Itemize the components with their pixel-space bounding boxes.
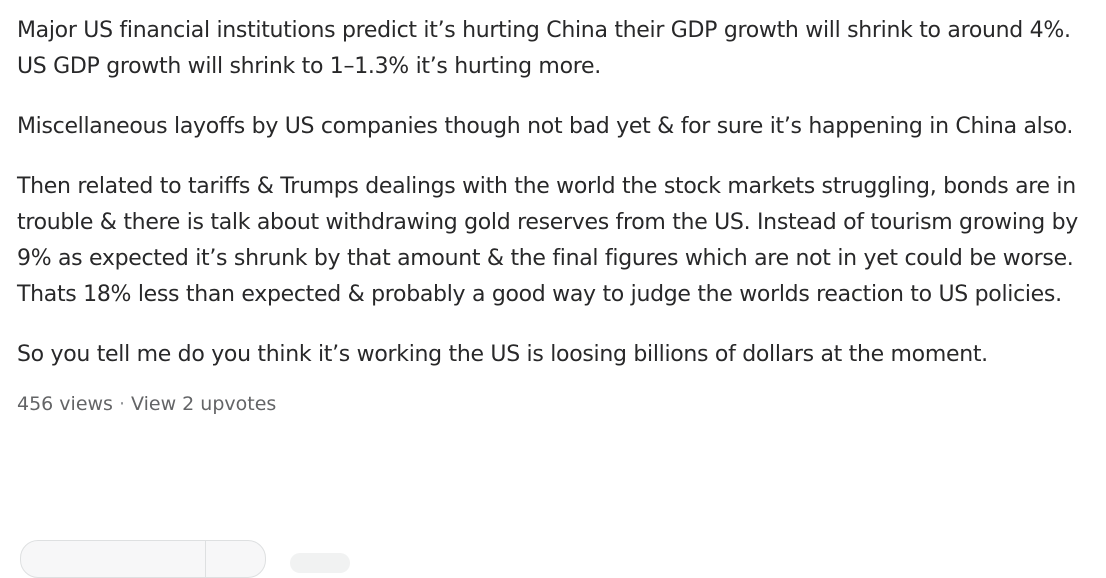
- answer-paragraph: Major US financial institutions predict …: [17, 18, 1071, 79]
- views-count: 456 views: [17, 393, 113, 415]
- view-upvotes-link[interactable]: View 2 upvotes: [131, 393, 277, 415]
- comment-button[interactable]: [290, 553, 350, 573]
- answer-paragraph: So you tell me do you think it’s working…: [17, 342, 988, 367]
- answer-meta: 456 views · View 2 upvotes: [17, 391, 1093, 417]
- meta-separator: ·: [118, 393, 126, 415]
- answer-paragraph: Miscellaneous layoffs by US companies th…: [17, 114, 1074, 139]
- answer-paragraph: Then related to tariffs & Trumps dealing…: [17, 174, 1079, 307]
- action-bar: [20, 540, 350, 578]
- downvote-button[interactable]: [206, 541, 265, 577]
- answer-body: Major US financial institutions predict …: [17, 13, 1093, 417]
- vote-button-group: [20, 540, 266, 578]
- upvote-button[interactable]: [21, 541, 206, 577]
